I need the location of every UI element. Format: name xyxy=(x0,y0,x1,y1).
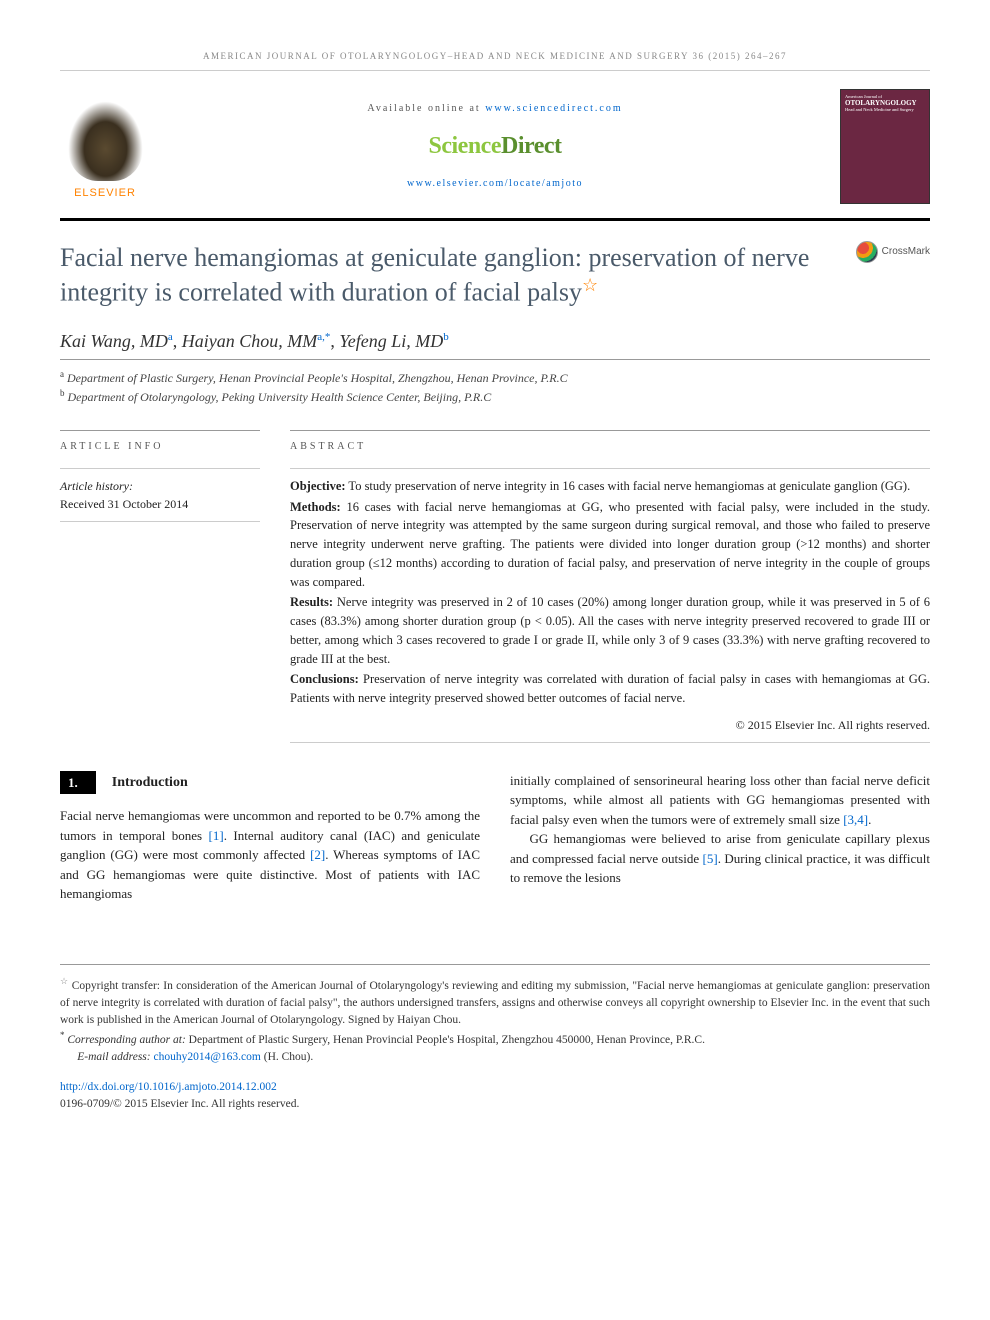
conclusions-label: Conclusions: xyxy=(290,672,359,686)
affiliation-a: a Department of Plastic Surgery, Henan P… xyxy=(60,368,930,387)
results-label: Results: xyxy=(290,595,333,609)
section-number: 1. xyxy=(60,771,96,795)
aff-a-text: Department of Plastic Surgery, Henan Pro… xyxy=(64,371,568,385)
author-1: Kai Wang, MD xyxy=(60,331,168,351)
available-online: Available online at www.sciencedirect.co… xyxy=(150,101,840,116)
author-3: Yefeng Li, MD xyxy=(339,331,443,351)
doi-link[interactable]: http://dx.doi.org/10.1016/j.amjoto.2014.… xyxy=(60,1081,277,1093)
results-text: Nerve integrity was preserved in 2 of 10… xyxy=(290,595,930,665)
doi-block: http://dx.doi.org/10.1016/j.amjoto.2014.… xyxy=(60,1079,930,1114)
ref-1[interactable]: [1] xyxy=(209,828,224,843)
history-label: Article history: xyxy=(60,468,260,495)
journal-cover[interactable]: American Journal of OTOLARYNGOLOGY Head … xyxy=(840,89,930,204)
footnote-email: E-mail address: chouhy2014@163.com (H. C… xyxy=(60,1049,930,1066)
email-label: E-mail address: xyxy=(77,1051,153,1063)
section-title: Introduction xyxy=(112,772,188,793)
divider-author xyxy=(60,359,930,360)
aff-b-text: Department of Otolaryngology, Peking Uni… xyxy=(65,390,492,404)
cover-line3: Head and Neck Medicine and Surgery xyxy=(845,107,925,112)
column-right: initially complained of sensorineural he… xyxy=(510,771,930,904)
journal-url[interactable]: www.elsevier.com/locate/amjoto xyxy=(407,178,583,189)
abstract-results: Results: Nerve integrity was preserved i… xyxy=(290,593,930,668)
title-star-icon: ☆ xyxy=(582,275,598,295)
section-heading: 1. Introduction xyxy=(60,771,480,795)
info-abstract-row: ARTICLE INFO Article history: Received 3… xyxy=(60,430,930,743)
journal-cover-text: American Journal of OTOLARYNGOLOGY Head … xyxy=(841,90,929,117)
conclusions-text: Preservation of nerve integrity was corr… xyxy=(290,672,930,705)
footnotes: ☆ Copyright transfer: In consideration o… xyxy=(60,964,930,1113)
authors: Kai Wang, MDa, Haiyan Chou, MMa,*, Yefen… xyxy=(60,328,930,355)
header-center: Available online at www.sciencedirect.co… xyxy=(150,101,840,191)
cover-line2: OTOLARYNGOLOGY xyxy=(845,99,925,107)
methods-label: Methods: xyxy=(290,500,341,514)
objective-text: To study preservation of nerve integrity… xyxy=(346,479,911,493)
email-suffix: (H. Chou). xyxy=(261,1051,313,1063)
article-info-head: ARTICLE INFO xyxy=(60,430,260,454)
author-2: Haiyan Chou, MM xyxy=(182,331,317,351)
methods-text: 16 cases with facial nerve hemangiomas a… xyxy=(290,500,930,589)
c2p1b: . xyxy=(868,812,871,827)
intro-p2: GG hemangiomas were believed to arise fr… xyxy=(510,829,930,888)
ref-3-4[interactable]: [3,4] xyxy=(843,812,868,827)
title-text: Facial nerve hemangiomas at geniculate g… xyxy=(60,243,809,307)
running-head: AMERICAN JOURNAL OF OTOLARYNGOLOGY–HEAD … xyxy=(60,50,930,71)
sciencedirect-logo[interactable]: ScienceDirect xyxy=(150,128,840,164)
elsevier-logo[interactable]: ELSEVIER xyxy=(60,91,150,201)
sciencedirect-link[interactable]: www.sciencedirect.com xyxy=(485,103,622,114)
elsevier-text: ELSEVIER xyxy=(74,185,136,202)
affiliations: a Department of Plastic Surgery, Henan P… xyxy=(60,368,930,406)
article-title: Facial nerve hemangiomas at geniculate g… xyxy=(60,241,836,310)
footnote-copyright: ☆ Copyright transfer: In consideration o… xyxy=(60,975,930,1030)
article-info: ARTICLE INFO Article history: Received 3… xyxy=(60,430,260,743)
crossmark-icon xyxy=(856,241,878,263)
email-link[interactable]: chouhy2014@163.com xyxy=(153,1051,260,1063)
history-received: Received 31 October 2014 xyxy=(60,495,260,522)
abstract-body: Objective: To study preservation of nerv… xyxy=(290,468,930,743)
sd-part2: Direct xyxy=(501,133,562,159)
title-row: Facial nerve hemangiomas at geniculate g… xyxy=(60,241,930,310)
abstract-objective: Objective: To study preservation of nerv… xyxy=(290,477,930,496)
fn2-label: Corresponding author at: xyxy=(65,1034,186,1046)
fn2-text: Department of Plastic Surgery, Henan Pro… xyxy=(186,1034,705,1046)
issn-line: 0196-0709/© 2015 Elsevier Inc. All right… xyxy=(60,1096,930,1113)
sd-part1: Science xyxy=(429,133,501,159)
journal-link: www.elsevier.com/locate/amjoto xyxy=(150,176,840,191)
abstract-methods: Methods: 16 cases with facial nerve hema… xyxy=(290,498,930,592)
footnote-corresponding: * Corresponding author at: Department of… xyxy=(60,1029,930,1049)
fn1-text: Copyright transfer: In consideration of … xyxy=(60,980,930,1027)
author-3-aff[interactable]: b xyxy=(443,331,449,343)
intro-p1-cont: initially complained of sensorineural he… xyxy=(510,771,930,830)
main-columns: 1. Introduction Facial nerve hemangiomas… xyxy=(60,771,930,904)
abstract-copyright: © 2015 Elsevier Inc. All rights reserved… xyxy=(290,716,930,734)
abstract-conclusions: Conclusions: Preservation of nerve integ… xyxy=(290,670,930,708)
affiliation-b: b Department of Otolaryngology, Peking U… xyxy=(60,387,930,406)
crossmark-badge[interactable]: CrossMark xyxy=(856,241,930,263)
abstract: ABSTRACT Objective: To study preservatio… xyxy=(290,430,930,743)
intro-p1: Facial nerve hemangiomas were uncommon a… xyxy=(60,806,480,904)
ref-5[interactable]: [5] xyxy=(703,851,718,866)
objective-label: Objective: xyxy=(290,479,346,493)
header-row: ELSEVIER Available online at www.science… xyxy=(60,89,930,204)
column-left: 1. Introduction Facial nerve hemangiomas… xyxy=(60,771,480,904)
ref-2[interactable]: [2] xyxy=(310,847,325,862)
abstract-head: ABSTRACT xyxy=(290,430,930,454)
elsevier-tree-icon xyxy=(68,101,143,181)
author-2-aff[interactable]: a, xyxy=(317,331,325,343)
crossmark-label: CrossMark xyxy=(882,244,930,259)
divider-thick xyxy=(60,218,930,221)
available-prefix: Available online at xyxy=(367,103,485,114)
